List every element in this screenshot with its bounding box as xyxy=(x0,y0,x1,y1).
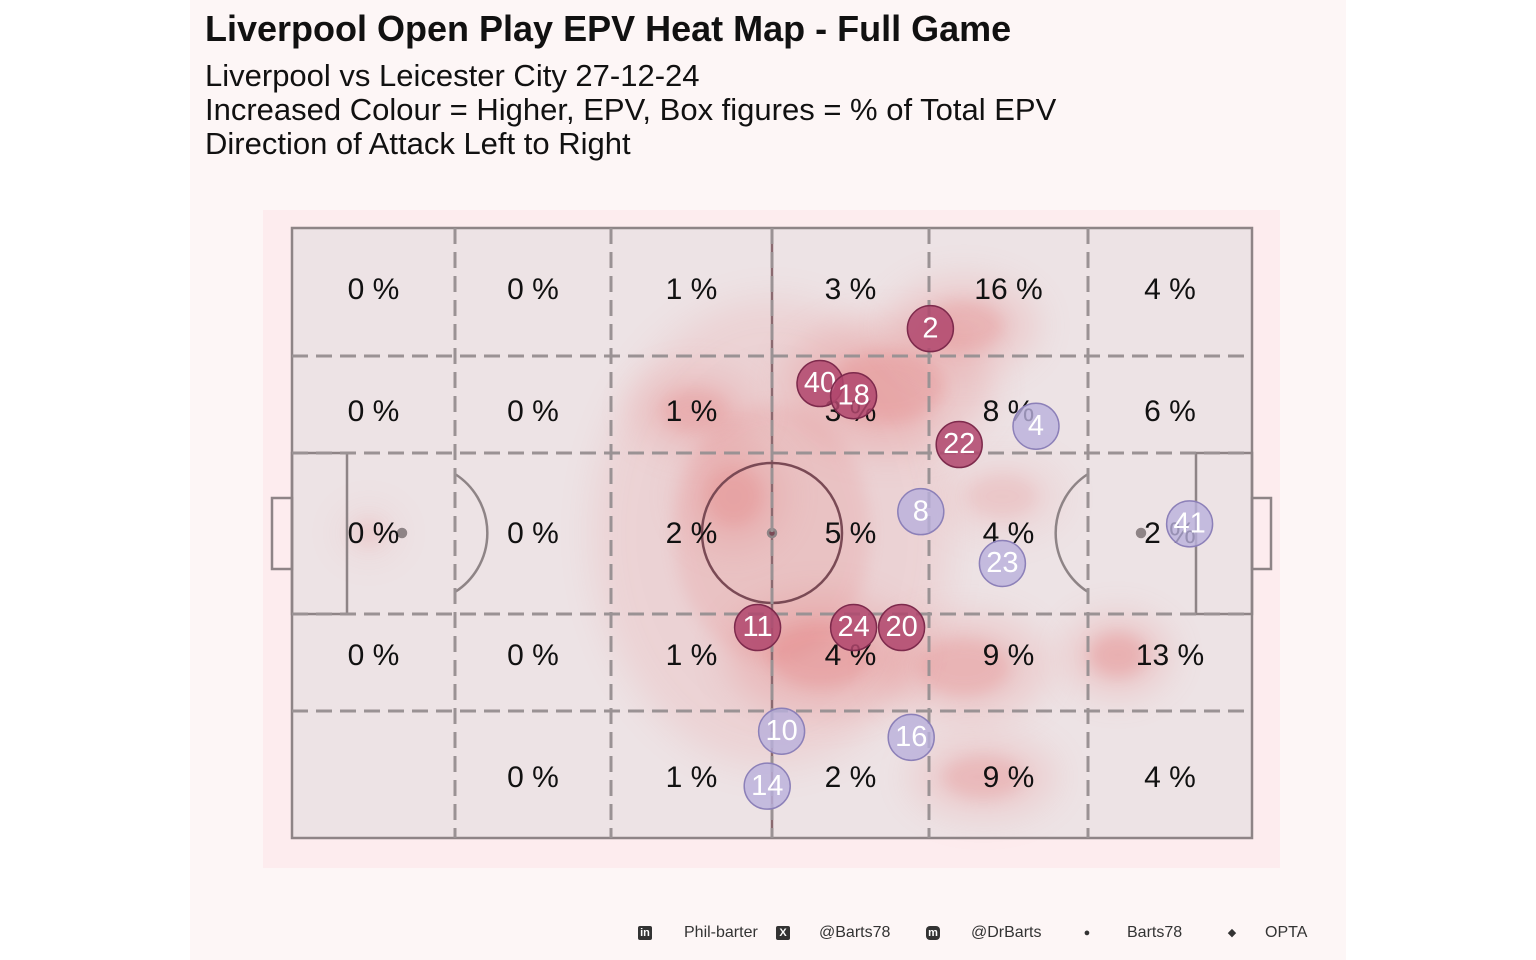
zone-epv-label: 0 % xyxy=(507,273,559,306)
subtitle-match: Liverpool vs Leicester City 27-12-24 xyxy=(205,58,700,93)
player-marker: 10 xyxy=(757,707,806,755)
zone-epv-label: 0 % xyxy=(507,639,559,672)
zone-epv-label: 0 % xyxy=(348,273,400,306)
left-penalty-spot xyxy=(396,527,408,539)
player-circle xyxy=(733,603,782,652)
footer-credit-text: @DrBarts xyxy=(971,924,1042,941)
player-number-label: 14 xyxy=(751,770,783,802)
player-number-label: 20 xyxy=(885,611,917,643)
zone-epv-label: 1 % xyxy=(666,639,718,672)
player-number-label: 2 xyxy=(922,312,938,344)
subtitle-legend-note: Increased Colour = Higher, EPV, Box figu… xyxy=(205,92,1057,127)
player-marker: 14 xyxy=(743,762,791,810)
player-circle xyxy=(829,603,878,652)
player-circle xyxy=(887,713,935,762)
player-marker: 22 xyxy=(935,420,983,469)
zone-epv-label: 2 % xyxy=(825,761,877,794)
zone-epv-label: 13 % xyxy=(1136,639,1204,672)
heat-core xyxy=(967,474,1037,519)
player-marker: 4 xyxy=(1012,402,1060,450)
player-marker: 23 xyxy=(978,539,1027,588)
player-marker: 11 xyxy=(733,603,782,652)
player-number-label: 41 xyxy=(1173,508,1205,540)
player-marker: 24 xyxy=(829,603,878,652)
footer-credit-text: Phil-barter xyxy=(684,924,758,941)
player-marker: 8 xyxy=(897,487,945,536)
zone-epv-label: 5 % xyxy=(825,517,877,550)
player-circle xyxy=(757,707,806,755)
player-number-label: 24 xyxy=(837,611,869,643)
zone-epv-label: 4 % xyxy=(1144,273,1196,306)
right-goal xyxy=(1250,496,1273,571)
github-icon: ● xyxy=(1083,927,1091,939)
chart-title: Liverpool Open Play EPV Heat Map - Full … xyxy=(205,8,1012,49)
zone-epv-label: 0 % xyxy=(507,761,559,794)
left-goal xyxy=(270,496,294,571)
player-number-label: 18 xyxy=(837,379,869,411)
player-marker: 2 xyxy=(906,304,955,353)
zone-epv-label: 0 % xyxy=(348,517,400,550)
player-circle xyxy=(1165,500,1214,548)
player-circle xyxy=(935,420,983,469)
linkedin-icon: in xyxy=(638,926,652,940)
heat-core xyxy=(942,755,1024,799)
mastodon-icon: m xyxy=(926,926,940,940)
dropbox-icon: ◆ xyxy=(1227,927,1237,939)
zone-epv-label: 3 % xyxy=(825,273,877,306)
heat-core xyxy=(917,637,1011,697)
heat-core xyxy=(351,518,387,548)
zone-epv-label: 4 % xyxy=(1144,761,1196,794)
player-circle xyxy=(897,487,945,536)
footer-credit-text: OPTA xyxy=(1265,924,1308,941)
zone-epv-label: 0 % xyxy=(507,517,559,550)
heat-core xyxy=(1088,633,1147,677)
player-number-label: 11 xyxy=(743,611,773,643)
zone-epv-label: 0 % xyxy=(348,639,400,672)
zone-epv-label: 0 % xyxy=(507,395,559,428)
right-penalty-arc xyxy=(1054,472,1089,594)
player-circle xyxy=(906,304,955,353)
player-marker: 20 xyxy=(877,603,926,652)
left-penalty-arc xyxy=(454,472,489,594)
zone-label-layer: 0 %0 %1 %3 %16 %4 %0 %0 %1 %3 %8 %6 %0 %… xyxy=(348,273,1205,794)
footer-credit-text: @Barts78 xyxy=(819,924,891,941)
player-number-label: 16 xyxy=(895,721,927,753)
player-circle xyxy=(829,372,878,420)
subtitle-direction: Direction of Attack Left to Right xyxy=(205,126,631,161)
player-marker: 18 xyxy=(829,372,878,420)
zone-epv-label: 1 % xyxy=(666,761,718,794)
player-number-label: 22 xyxy=(943,428,975,460)
zone-epv-label: 0 % xyxy=(348,395,400,428)
zone-epv-label: 6 % xyxy=(1144,395,1196,428)
right-penalty-spot xyxy=(1135,527,1147,539)
heat-core xyxy=(704,467,763,526)
player-number-label: 10 xyxy=(765,715,797,747)
player-number-label: 23 xyxy=(986,547,1018,579)
player-number-label: 8 xyxy=(913,495,929,527)
heat-core xyxy=(660,389,730,433)
player-circle xyxy=(978,539,1027,588)
player-marker: 41 xyxy=(1165,500,1214,548)
player-number-label: 4 xyxy=(1028,410,1044,442)
player-marker: 16 xyxy=(887,713,935,762)
player-circle xyxy=(877,603,926,652)
zone-epv-label: 2 % xyxy=(666,517,718,550)
player-circle xyxy=(743,762,791,810)
x-twitter-icon: X xyxy=(776,926,790,940)
zone-epv-label: 1 % xyxy=(666,395,718,428)
player-circle xyxy=(1012,402,1060,450)
zone-epv-label: 9 % xyxy=(983,761,1035,794)
zone-epv-label: 16 % xyxy=(974,273,1042,306)
footer-credit-text: Barts78 xyxy=(1127,924,1183,941)
zone-epv-label: 9 % xyxy=(983,639,1035,672)
zone-epv-label: 1 % xyxy=(666,273,718,306)
